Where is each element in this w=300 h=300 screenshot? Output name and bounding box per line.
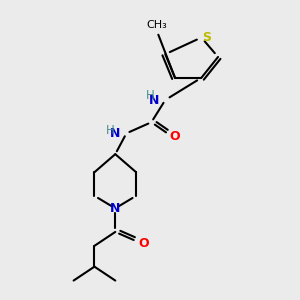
Text: O: O <box>138 237 149 250</box>
Text: H: H <box>106 124 115 136</box>
Text: O: O <box>170 130 180 142</box>
Text: N: N <box>110 202 121 215</box>
Text: N: N <box>149 94 159 106</box>
Text: N: N <box>110 127 120 140</box>
Text: CH₃: CH₃ <box>147 20 167 30</box>
Text: H: H <box>146 89 154 102</box>
Text: S: S <box>202 31 211 44</box>
